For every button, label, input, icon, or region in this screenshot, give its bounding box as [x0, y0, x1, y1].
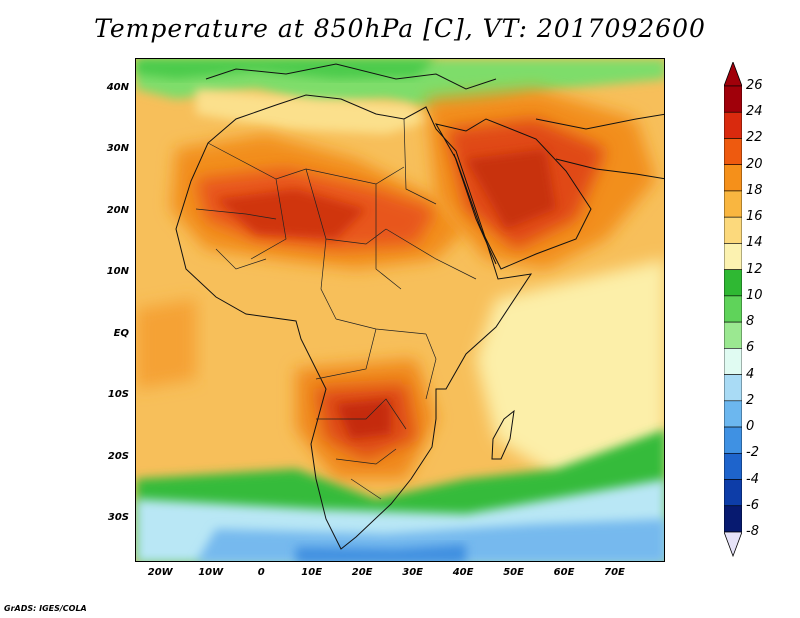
colorbar-segment: [724, 426, 742, 454]
lon-tick-label: 20W: [147, 567, 173, 578]
lon-tick-label: 50E: [503, 567, 524, 578]
colorbar-segment: [724, 138, 742, 166]
grads-credit: GrADS: IGES/COLA: [4, 604, 87, 613]
coastlines: [175, 63, 664, 550]
colorbar-tick-label: 10: [746, 287, 763, 303]
country-borders: [195, 118, 477, 500]
colorbar-tick-label: 4: [746, 366, 755, 382]
temperature-field: [136, 59, 664, 561]
colorbar-tick-label: 26: [746, 78, 763, 93]
lon-tick-label: 60E: [553, 567, 575, 578]
colorbar-tick-label: 8: [746, 314, 755, 330]
colorbar-tick-label: 0: [746, 419, 755, 435]
colorbar-tick-label: 6: [746, 340, 755, 356]
colorbar-tick-label: 22: [746, 130, 763, 146]
colorbar-tick-label: 24: [746, 104, 763, 120]
colorbar-tick-label: 14: [746, 235, 763, 251]
colorbar-segment: [724, 374, 742, 402]
colorbar-segment: [724, 111, 742, 139]
colorbar-segment: [724, 321, 742, 349]
lat-tick-label: 30N: [106, 143, 129, 155]
colorbar-tick-label: -8: [746, 524, 759, 539]
temperature-map[interactable]: [135, 58, 665, 562]
colorbar-segment: [724, 216, 742, 244]
colorbar-segment: [724, 479, 742, 507]
lat-tick-label: 40N: [106, 81, 129, 93]
lon-tick-label: 30E: [402, 567, 423, 578]
colorbar-tick-label: 20: [746, 156, 763, 172]
lat-tick-label: 10S: [107, 389, 129, 401]
colorbar-tick-label: 2: [746, 392, 755, 408]
colorbar-segment: [724, 243, 742, 270]
lat-tick-label: 20N: [106, 204, 129, 216]
colorbar-segment: [724, 452, 742, 480]
colorbar-tick-label: -6: [746, 497, 759, 513]
colorbar-segment: [724, 400, 742, 428]
colorbar-segment: [724, 505, 742, 533]
map-title: Temperature at 850hPa [C], VT: 201709260…: [94, 14, 706, 43]
lon-tick-label: 10E: [301, 567, 323, 578]
colorbar-tick-label: 16: [746, 209, 763, 225]
colorbar: [724, 62, 742, 557]
lat-tick-label: 30S: [107, 511, 129, 523]
lon-tick-label: 70E: [604, 567, 625, 578]
lon-tick-label: 0: [257, 567, 265, 578]
lon-tick-label: 20E: [351, 567, 373, 578]
lat-tick-label: 10N: [106, 266, 129, 278]
colorbar-segment: [724, 190, 742, 218]
colorbar-under-arrow: [724, 531, 742, 557]
colorbar-tick-label: -4: [746, 471, 759, 487]
lon-tick-label: 40E: [452, 567, 474, 578]
colorbar-tick-label: -2: [746, 445, 759, 461]
colorbar-tick-label: 12: [746, 261, 763, 277]
colorbar-segment: [724, 85, 742, 113]
lat-tick-label: EQ: [113, 327, 129, 339]
colorbar-segment: [724, 164, 742, 192]
colorbar-segment: [724, 269, 742, 297]
colorbar-segment: [724, 348, 742, 375]
colorbar-tick-label: 18: [746, 182, 763, 198]
lat-tick-label: 20S: [107, 450, 129, 462]
lon-tick-label: 10W: [198, 567, 224, 578]
colorbar-over-arrow: [724, 62, 742, 87]
colorbar-segment: [724, 295, 742, 323]
